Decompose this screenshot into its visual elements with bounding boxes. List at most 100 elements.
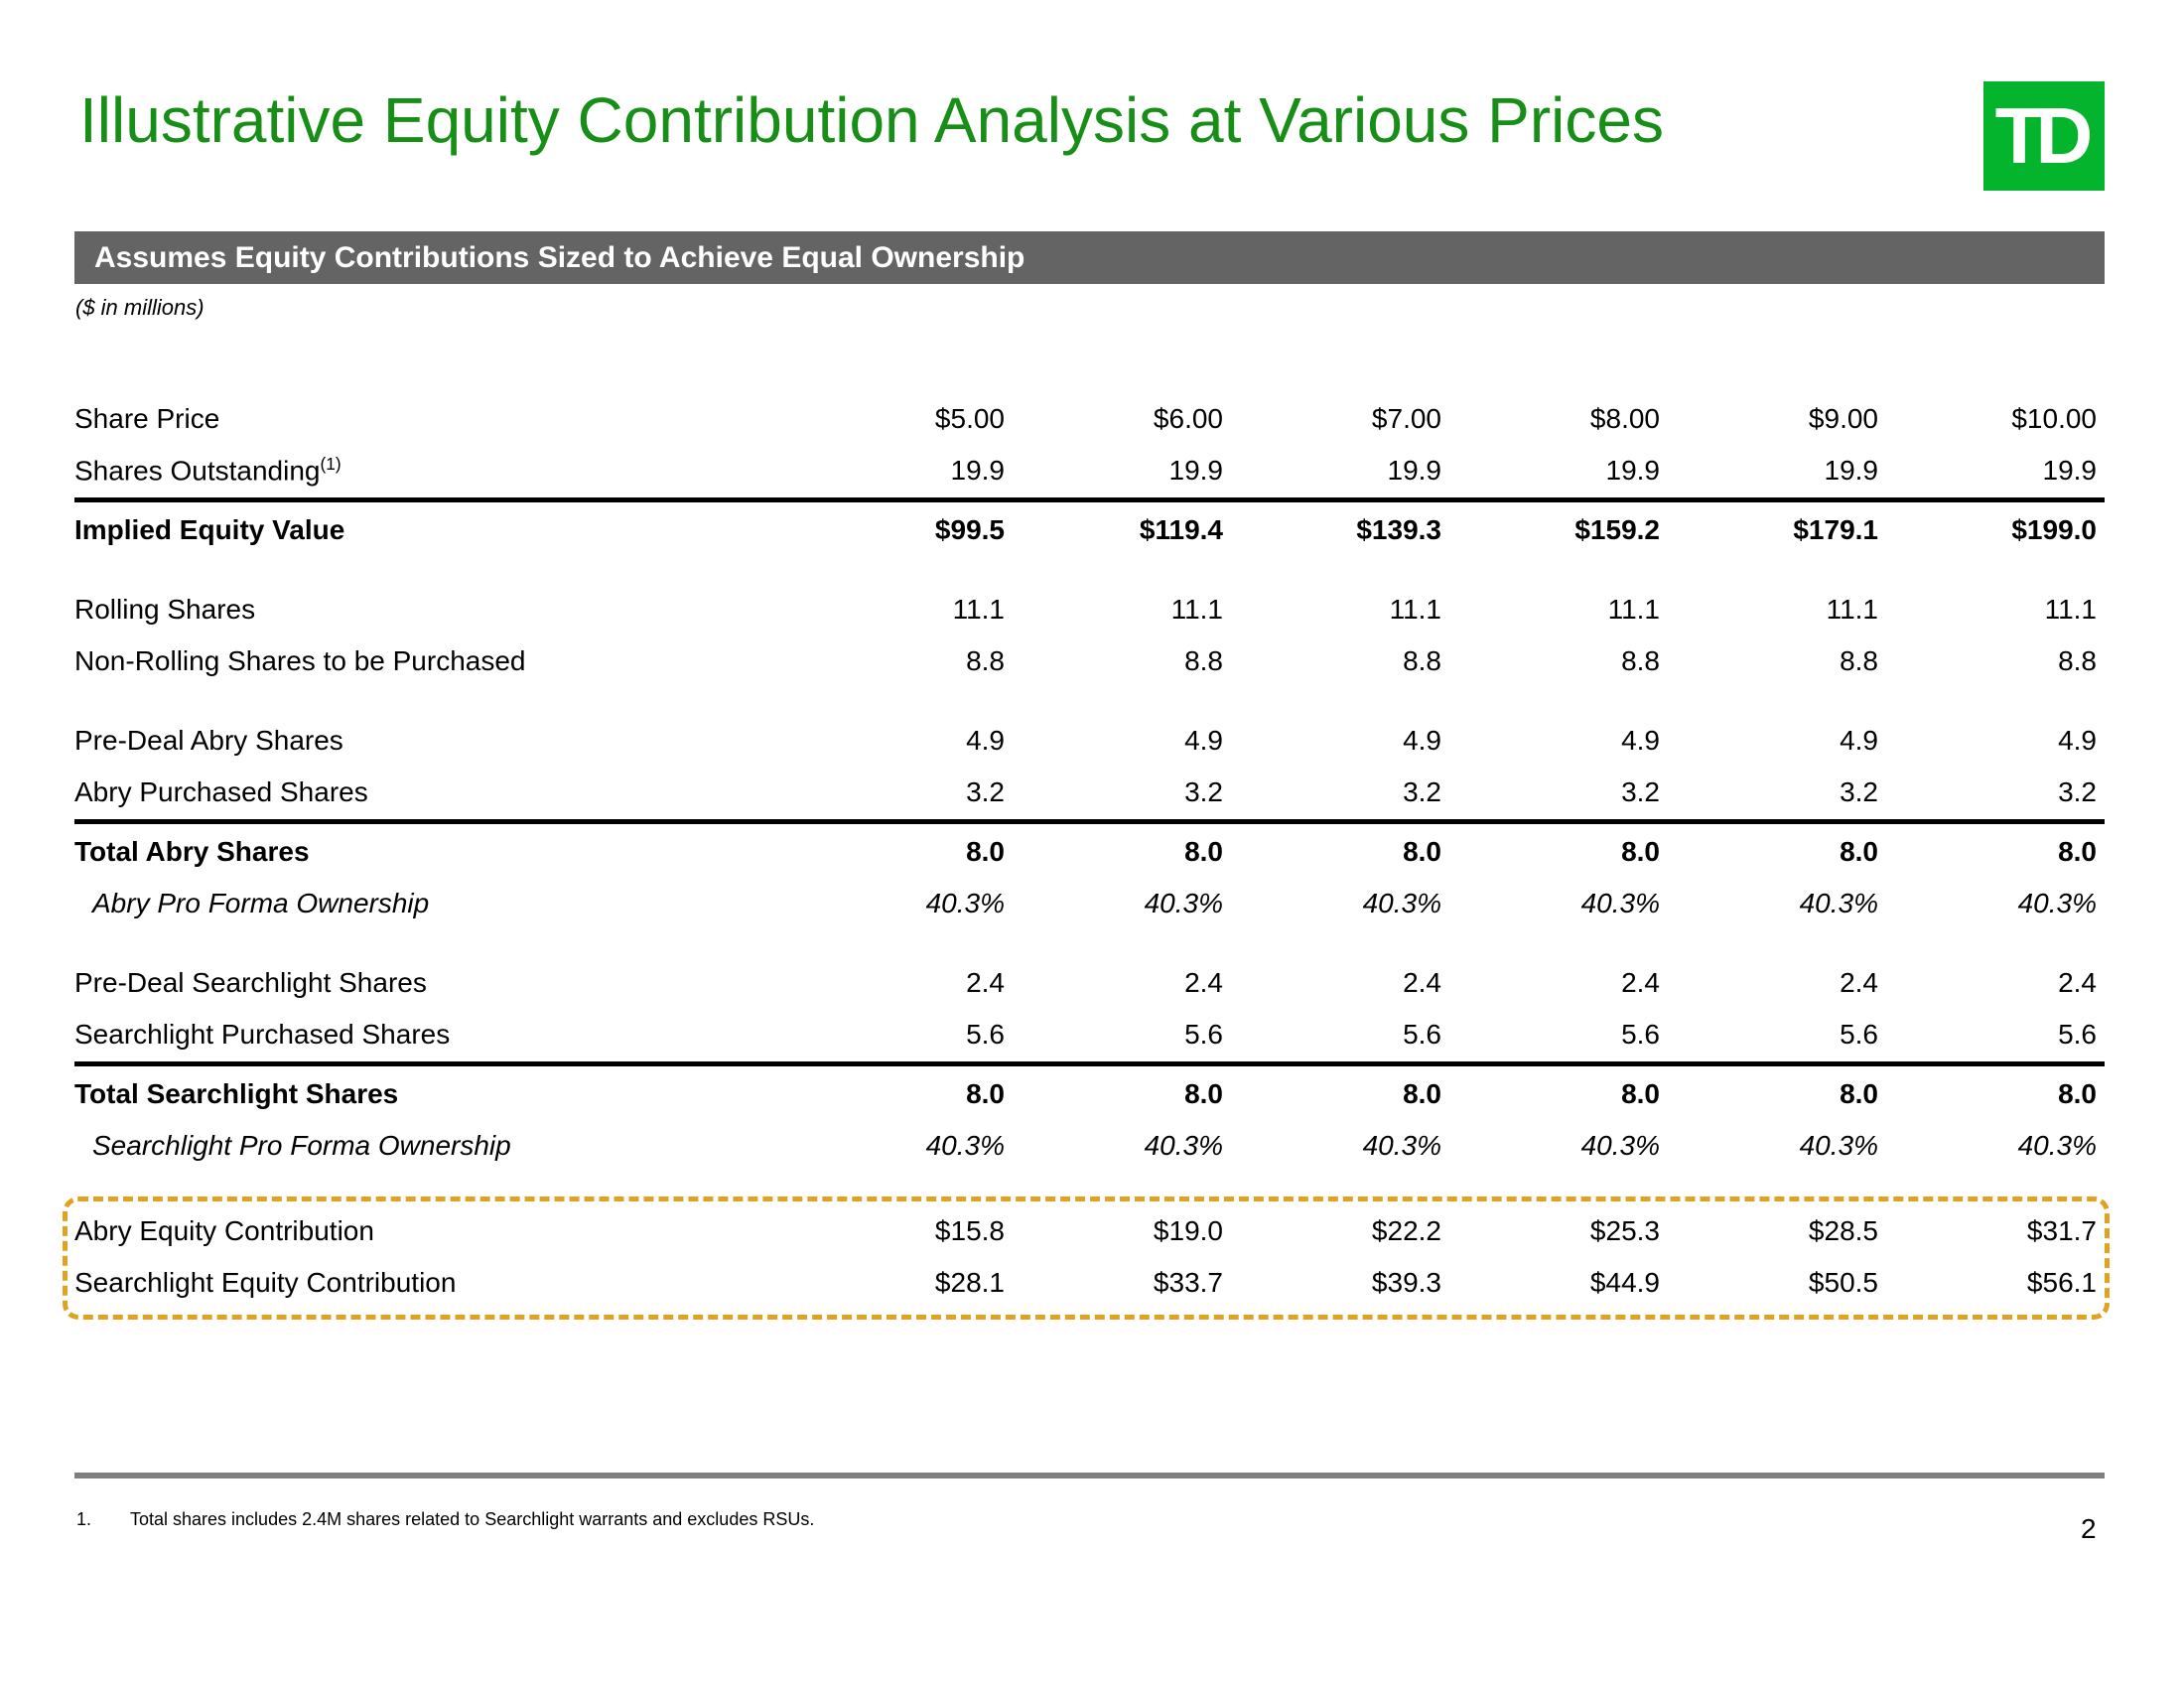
table-row: Abry Equity Contribution $15.8 $19.0 $22.2 $…	[74, 1205, 2105, 1257]
cell-value: 8.0	[966, 836, 1005, 867]
cell-value: $7.00	[1371, 403, 1441, 434]
cell-value: $10.00	[2011, 403, 2097, 434]
footnote-text: Total shares includes 2.4M shares relate…	[130, 1509, 815, 1529]
cell-value: $159.2	[1574, 514, 1660, 545]
section-header-label: Assumes Equity Contributions Sized to Ac…	[94, 240, 1025, 274]
cell-value: 19.9	[1168, 455, 1224, 486]
cell-value: 5.6	[966, 1019, 1005, 1050]
cell-value: 3.2	[1840, 776, 1878, 807]
cell-value: $31.7	[2026, 1215, 2097, 1246]
table-row: Searchlight Pro Forma Ownership 40.3% 40.3…	[74, 1120, 2105, 1172]
footnote-divider	[74, 1473, 2105, 1478]
row-label: Searchlight Equity Contribution	[74, 1267, 457, 1298]
cell-value: $28.5	[1808, 1215, 1878, 1246]
cell-value: 5.6	[1184, 1019, 1223, 1050]
cell-value: 40.3%	[1144, 888, 1223, 918]
cell-value: 8.0	[2058, 836, 2097, 867]
cell-value: 19.9	[1605, 455, 1661, 486]
cell-value: 8.0	[1184, 1078, 1223, 1109]
row-label: Abry Equity Contribution	[74, 1215, 374, 1246]
cell-value: 8.0	[1403, 836, 1441, 867]
cell-value: 8.0	[1621, 836, 1660, 867]
footnote-ref: (1)	[320, 454, 341, 475]
cell-value: $9.00	[1808, 403, 1878, 434]
table-rule	[74, 1061, 2105, 1066]
cell-value: 40.3%	[1362, 1130, 1441, 1161]
table-row: Shares Outstanding(1) 19.9 19.9 19.9 19.9 19.…	[74, 445, 2105, 496]
cell-value: $5.00	[934, 403, 1005, 434]
cell-value: $179.1	[1793, 514, 1878, 545]
cell-value: 8.0	[1184, 836, 1223, 867]
table-row: Abry Purchased Shares 3.2 3.2 3.2 3.2 3.2 3.2	[74, 767, 2105, 818]
row-label: Total Abry Shares	[74, 836, 310, 867]
cell-value: 4.9	[1403, 725, 1441, 756]
cell-value: 11.1	[1170, 594, 1223, 625]
table-row: Implied Equity Value $99.5 $119.4 $139.3 $15…	[74, 504, 2105, 556]
cell-value: 3.2	[966, 776, 1005, 807]
cell-value: $44.9	[1589, 1267, 1660, 1298]
cell-value: 3.2	[1403, 776, 1441, 807]
cell-value: $6.00	[1153, 403, 1223, 434]
row-label: Non-Rolling Shares to be Purchased	[74, 645, 526, 676]
cell-value: 11.1	[1389, 594, 1441, 625]
cell-value: 8.8	[2058, 645, 2097, 676]
cell-value: 2.4	[1184, 967, 1223, 998]
cell-value: $22.2	[1371, 1215, 1441, 1246]
cell-value: 4.9	[966, 725, 1005, 756]
cell-value: $19.0	[1153, 1215, 1223, 1246]
table-row: Searchlight Equity Contribution $28.1 $33.…	[74, 1257, 2105, 1309]
cell-value: 19.9	[1824, 455, 1879, 486]
cell-value: 40.3%	[1799, 888, 1878, 918]
cell-value: 5.6	[1621, 1019, 1660, 1050]
cell-value: 40.3%	[1144, 1130, 1223, 1161]
cell-value: 40.3%	[1580, 888, 1660, 918]
cell-value: 8.8	[1403, 645, 1441, 676]
cell-value: 8.0	[1840, 836, 1878, 867]
cell-value: 4.9	[1621, 725, 1660, 756]
cell-value: 40.3%	[925, 888, 1005, 918]
row-label: Implied Equity Value	[74, 514, 345, 545]
row-label: Searchlight Pro Forma Ownership	[92, 1130, 511, 1161]
cell-value: 11.1	[1607, 594, 1660, 625]
td-logo-text: TD	[1994, 91, 2094, 180]
table-row: Total Searchlight Shares 8.0 8.0 8.0 8.0 8.0 8…	[74, 1068, 2105, 1120]
table-row: Pre-Deal Abry Shares 4.9 4.9 4.9 4.9 4.9 4.9	[74, 715, 2105, 767]
cell-value: $50.5	[1808, 1267, 1878, 1298]
table-spacer	[74, 929, 2105, 957]
row-label: Pre-Deal Searchlight Shares	[74, 967, 427, 998]
cell-value: 40.3%	[925, 1130, 1005, 1161]
section-header-bar: Assumes Equity Contributions Sized to Ac…	[74, 231, 2105, 284]
cell-value: 4.9	[2058, 725, 2097, 756]
cell-value: $8.00	[1589, 403, 1660, 434]
footnote: 1. Total shares includes 2.4M shares rel…	[76, 1509, 814, 1530]
row-label: Pre-Deal Abry Shares	[74, 725, 343, 756]
row-label: Abry Pro Forma Ownership	[92, 888, 430, 918]
cell-value: 40.3%	[1799, 1130, 1878, 1161]
cell-value: 2.4	[1840, 967, 1878, 998]
cell-value: 40.3%	[1362, 888, 1441, 918]
cell-value: 8.8	[1840, 645, 1878, 676]
cell-value: $33.7	[1153, 1267, 1223, 1298]
cell-value: 4.9	[1184, 725, 1223, 756]
cell-value: $39.3	[1371, 1267, 1441, 1298]
units-note: ($ in millions)	[75, 295, 205, 320]
table-rule	[74, 819, 2105, 824]
cell-value: $139.3	[1356, 514, 1441, 545]
cell-value: 8.0	[2058, 1078, 2097, 1109]
cell-value: 5.6	[1840, 1019, 1878, 1050]
table-row: Abry Pro Forma Ownership 40.3% 40.3% 40.3% 4…	[74, 878, 2105, 929]
cell-value: 8.0	[1840, 1078, 1878, 1109]
cell-value: 8.0	[966, 1078, 1005, 1109]
cell-value: 19.9	[1387, 455, 1442, 486]
row-label: Abry Purchased Shares	[74, 776, 368, 807]
cell-value: 19.9	[950, 455, 1006, 486]
cell-value: $119.4	[1139, 514, 1223, 545]
equity-table: Share Price $5.00 $6.00 $7.00 $8.00 $9.00 $10.…	[63, 393, 2110, 1320]
cell-value: 8.0	[1403, 1078, 1441, 1109]
cell-value: 11.1	[1826, 594, 1878, 625]
page-number: 2	[2081, 1513, 2097, 1544]
cell-value: 2.4	[2058, 967, 2097, 998]
cell-value: 3.2	[2058, 776, 2097, 807]
cell-value: $99.5	[934, 514, 1005, 545]
